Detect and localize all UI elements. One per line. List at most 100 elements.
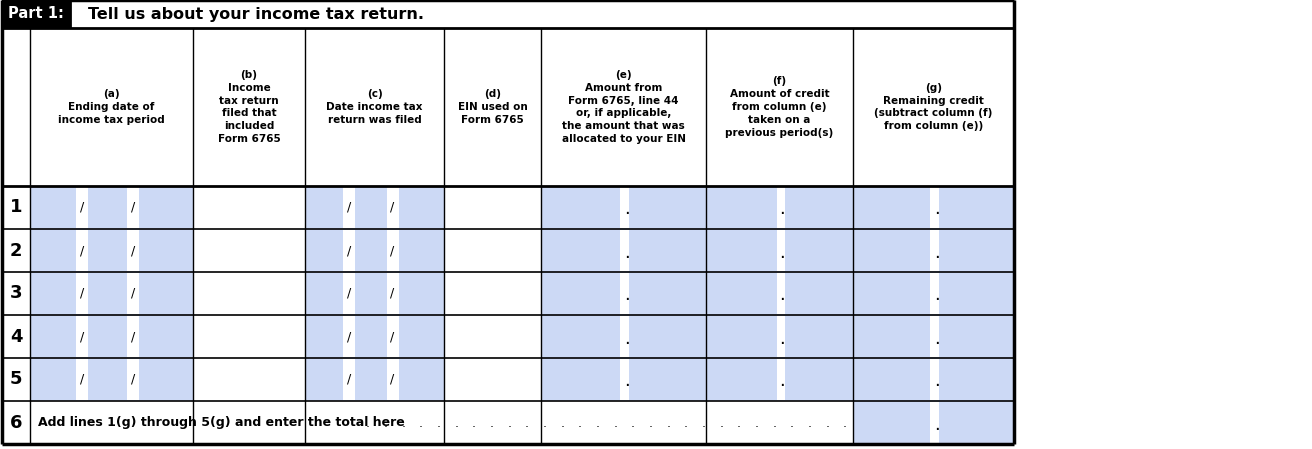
Bar: [304, 186, 443, 229]
Text: 4: 4: [9, 327, 22, 345]
Bar: [621, 359, 628, 400]
Text: /: /: [131, 244, 135, 257]
Bar: [541, 272, 706, 315]
Text: /: /: [131, 287, 135, 300]
Bar: [443, 186, 541, 229]
Text: .: .: [790, 417, 794, 430]
Text: Add lines 1(g) through 5(g) and enter the total here: Add lines 1(g) through 5(g) and enter th…: [38, 416, 404, 429]
Bar: [344, 187, 356, 228]
Bar: [853, 358, 1014, 401]
Text: 1: 1: [9, 198, 22, 216]
Bar: [387, 187, 399, 228]
Text: Part 1:: Part 1:: [8, 6, 64, 22]
Text: .: .: [625, 201, 630, 219]
Bar: [3, 272, 30, 315]
Bar: [127, 230, 139, 271]
Text: .: .: [625, 243, 630, 261]
Text: .: .: [779, 330, 786, 348]
Text: .: .: [808, 417, 812, 430]
Bar: [930, 359, 938, 400]
Bar: [541, 229, 706, 272]
Bar: [127, 273, 139, 314]
Bar: [30, 358, 193, 401]
Text: .: .: [625, 330, 630, 348]
Bar: [621, 316, 628, 357]
Text: .: .: [419, 417, 422, 430]
Bar: [541, 358, 706, 401]
Text: /: /: [131, 201, 135, 214]
Text: .: .: [472, 417, 476, 430]
Bar: [127, 187, 139, 228]
Text: .: .: [560, 417, 564, 430]
Bar: [127, 316, 139, 357]
Bar: [304, 315, 443, 358]
Text: .: .: [719, 417, 723, 430]
Bar: [853, 229, 1014, 272]
Text: .: .: [579, 417, 583, 430]
Bar: [30, 315, 193, 358]
Text: /: /: [348, 244, 352, 257]
Bar: [853, 272, 1014, 315]
Bar: [621, 273, 628, 314]
Bar: [853, 401, 1014, 444]
Text: 6: 6: [9, 414, 22, 431]
Text: /: /: [391, 373, 395, 386]
Bar: [76, 316, 88, 357]
Bar: [706, 358, 853, 401]
Text: .: .: [596, 417, 600, 430]
Bar: [193, 229, 304, 272]
Text: .: .: [666, 417, 670, 430]
Text: .: .: [934, 201, 939, 219]
Bar: [706, 315, 853, 358]
Bar: [387, 273, 399, 314]
Text: .: .: [934, 286, 939, 304]
Text: .: .: [631, 417, 635, 430]
Text: .: .: [825, 417, 829, 430]
Text: .: .: [489, 417, 493, 430]
Bar: [193, 358, 304, 401]
Text: /: /: [391, 201, 395, 214]
Text: /: /: [80, 330, 84, 343]
Text: .: .: [366, 417, 370, 430]
Text: .: .: [773, 417, 777, 430]
Bar: [777, 359, 785, 400]
Bar: [387, 316, 399, 357]
Text: .: .: [934, 243, 939, 261]
Bar: [443, 315, 541, 358]
Bar: [304, 358, 443, 401]
Text: /: /: [80, 244, 84, 257]
Text: /: /: [80, 287, 84, 300]
Text: .: .: [383, 417, 387, 430]
Bar: [930, 273, 938, 314]
Bar: [30, 272, 193, 315]
Bar: [3, 401, 30, 444]
Text: (b)
Income
tax return
filed that
included
Form 6765: (b) Income tax return filed that include…: [218, 70, 281, 144]
Text: (e)
Amount from
Form 6765, line 44
or, if applicable,
the amount that was
alloca: (e) Amount from Form 6765, line 44 or, i…: [562, 70, 685, 144]
Bar: [443, 272, 541, 315]
Text: .: .: [625, 286, 630, 304]
Bar: [443, 358, 541, 401]
Text: .: .: [613, 417, 618, 430]
Bar: [76, 230, 88, 271]
Text: /: /: [80, 201, 84, 214]
Bar: [930, 402, 938, 443]
Text: 5: 5: [9, 370, 22, 388]
Bar: [76, 273, 88, 314]
Bar: [76, 187, 88, 228]
Bar: [930, 187, 938, 228]
Text: .: .: [934, 415, 939, 433]
Text: .: .: [684, 417, 687, 430]
Text: .: .: [625, 373, 630, 391]
Bar: [930, 230, 938, 271]
Bar: [193, 272, 304, 315]
Text: .: .: [779, 243, 786, 261]
Text: Tell us about your income tax return.: Tell us about your income tax return.: [88, 6, 424, 22]
Bar: [853, 315, 1014, 358]
Bar: [930, 316, 938, 357]
Bar: [76, 359, 88, 400]
Text: /: /: [348, 287, 352, 300]
Text: /: /: [131, 373, 135, 386]
Bar: [3, 28, 1014, 186]
Bar: [3, 315, 30, 358]
Text: /: /: [391, 244, 395, 257]
